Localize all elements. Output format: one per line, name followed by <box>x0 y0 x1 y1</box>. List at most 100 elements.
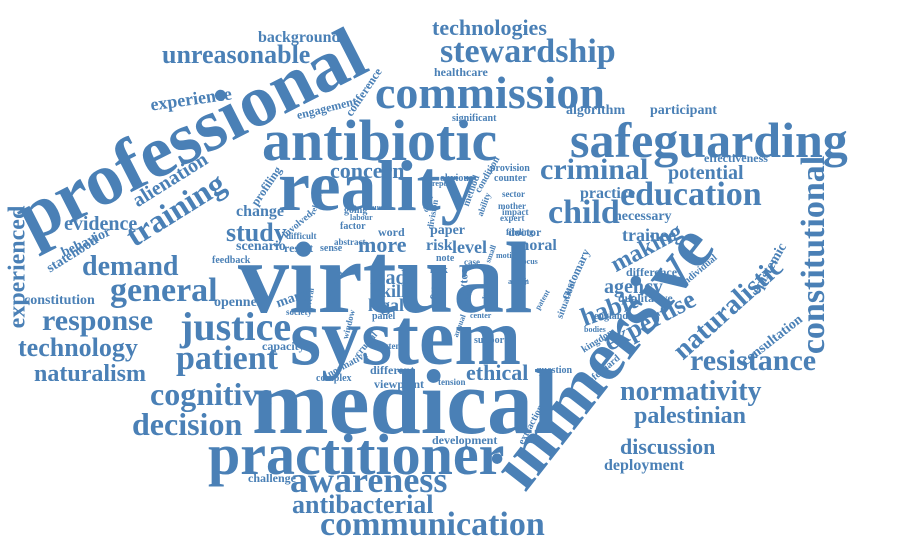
word-tool: tool <box>456 264 471 284</box>
word-awareness: awareness <box>290 460 448 500</box>
word-effectiveness: effectiveness <box>704 151 768 165</box>
word-case: case <box>464 257 480 267</box>
word-mother: mother <box>498 201 526 211</box>
word-finding: finding <box>506 227 534 237</box>
word-cognitive: cognitive <box>150 376 273 412</box>
word-algorithm: algorithm <box>566 103 626 118</box>
word-more: more <box>358 232 407 257</box>
word-capacity: capacity <box>262 339 305 353</box>
word-commission: commission <box>375 67 605 118</box>
word-provision: provision <box>490 163 530 174</box>
word-background: background <box>258 29 341 46</box>
word-tension: tension <box>438 377 466 387</box>
word-change: change <box>236 203 284 220</box>
word-motion: motion <box>496 251 520 260</box>
word-action: action <box>508 277 529 286</box>
word-technologies: technologies <box>432 15 547 40</box>
word-system: system <box>290 294 522 382</box>
word-technology: technology <box>18 333 138 362</box>
word-decision: decision <box>132 406 243 442</box>
word-medical: medical <box>252 351 559 453</box>
word-complex: complex <box>316 373 352 384</box>
word-stewardship: stewardship <box>440 33 616 70</box>
word-participant: participant <box>650 103 717 118</box>
word-focus: focus <box>520 257 538 266</box>
word-feedback: feedback <box>212 255 251 266</box>
word-level: level <box>452 237 487 257</box>
word-significant: significant <box>452 113 497 124</box>
word-obvious: obvious <box>440 173 473 184</box>
word-justice: justice <box>180 304 292 349</box>
word-sector: sector <box>502 189 525 199</box>
word-normativity: normativity <box>620 376 762 407</box>
word-result: result <box>284 241 314 255</box>
word-practitioner: practitioner <box>208 422 505 487</box>
word-development: development <box>432 433 498 447</box>
word-discussion: discussion <box>620 434 716 459</box>
word-expert: expert <box>500 213 525 223</box>
word-education: education <box>620 176 762 213</box>
word-patient: patient <box>176 340 278 377</box>
word-practice: practice <box>580 185 636 202</box>
word-sense: sense <box>320 243 343 254</box>
word-child: child <box>548 194 620 231</box>
word-scenario: scenario <box>236 239 286 254</box>
word-communication: communication <box>320 506 545 543</box>
word-skill: skill <box>374 281 407 301</box>
word-openness: openness <box>214 295 268 310</box>
word-support: support <box>474 335 508 346</box>
word-criminal: criminal <box>540 153 649 186</box>
word-demand: demand <box>82 251 179 282</box>
word-paper: paper <box>430 223 465 238</box>
word-note: note <box>436 253 455 264</box>
word-ethical: ethical <box>466 360 529 385</box>
word-bodies: bodies <box>584 325 606 334</box>
word-society: society <box>286 307 312 317</box>
word-trainee: trainee <box>622 225 676 245</box>
word-moral: moral <box>516 237 557 254</box>
word-deployment: deployment <box>604 457 684 474</box>
word-experienced: experienced <box>4 205 31 329</box>
word-going: going <box>344 205 368 216</box>
word-panel: panel <box>372 311 396 322</box>
word-risk: risk <box>426 237 453 254</box>
word-word: word <box>378 225 405 239</box>
word-extent: extent <box>380 341 404 351</box>
word-constitution: constitution <box>24 293 95 308</box>
word-house: house <box>366 203 386 212</box>
word-naturalism: naturalism <box>34 361 147 387</box>
word-antibiotic: antibiotic <box>262 108 498 173</box>
word-response: response <box>42 304 154 337</box>
word-study: study <box>226 218 287 247</box>
word-concern: concern <box>330 158 405 183</box>
word-potential: potential <box>668 162 744 184</box>
word-virtual: virtual <box>238 222 533 335</box>
word-load: load <box>370 267 407 289</box>
word-factor: factor <box>340 221 366 232</box>
word-abstract: abstract <box>334 237 366 247</box>
word-lack: lack <box>430 265 448 276</box>
word-unreasonable: unreasonable <box>162 40 311 69</box>
word-legal: legal <box>368 295 404 315</box>
word-agency: agency <box>604 276 663 298</box>
word-qualitative: qualitative <box>618 291 673 305</box>
word-palestinian: palestinian <box>634 403 747 429</box>
word-question: question <box>536 365 573 376</box>
word-difference: difference <box>626 265 678 279</box>
word-different: different <box>370 363 415 377</box>
word-counter: counter <box>494 173 527 184</box>
word-antibacterial: antibacterial <box>292 490 434 519</box>
word-healthcare: healthcare <box>434 65 488 79</box>
word-safeguarding: safeguarding <box>570 112 848 168</box>
word-labour: labour <box>350 213 373 222</box>
word-report: report <box>432 179 454 188</box>
word-patent: patent <box>533 288 552 312</box>
word-situation: situation <box>554 281 578 321</box>
word-england: england <box>594 311 628 322</box>
word-challenge: challenge <box>248 471 296 485</box>
word-impact: impact <box>502 207 529 217</box>
word-doctor: doctor <box>508 225 542 239</box>
word-resistance: resistance <box>690 344 817 377</box>
word-difficult: difficult <box>286 231 317 241</box>
